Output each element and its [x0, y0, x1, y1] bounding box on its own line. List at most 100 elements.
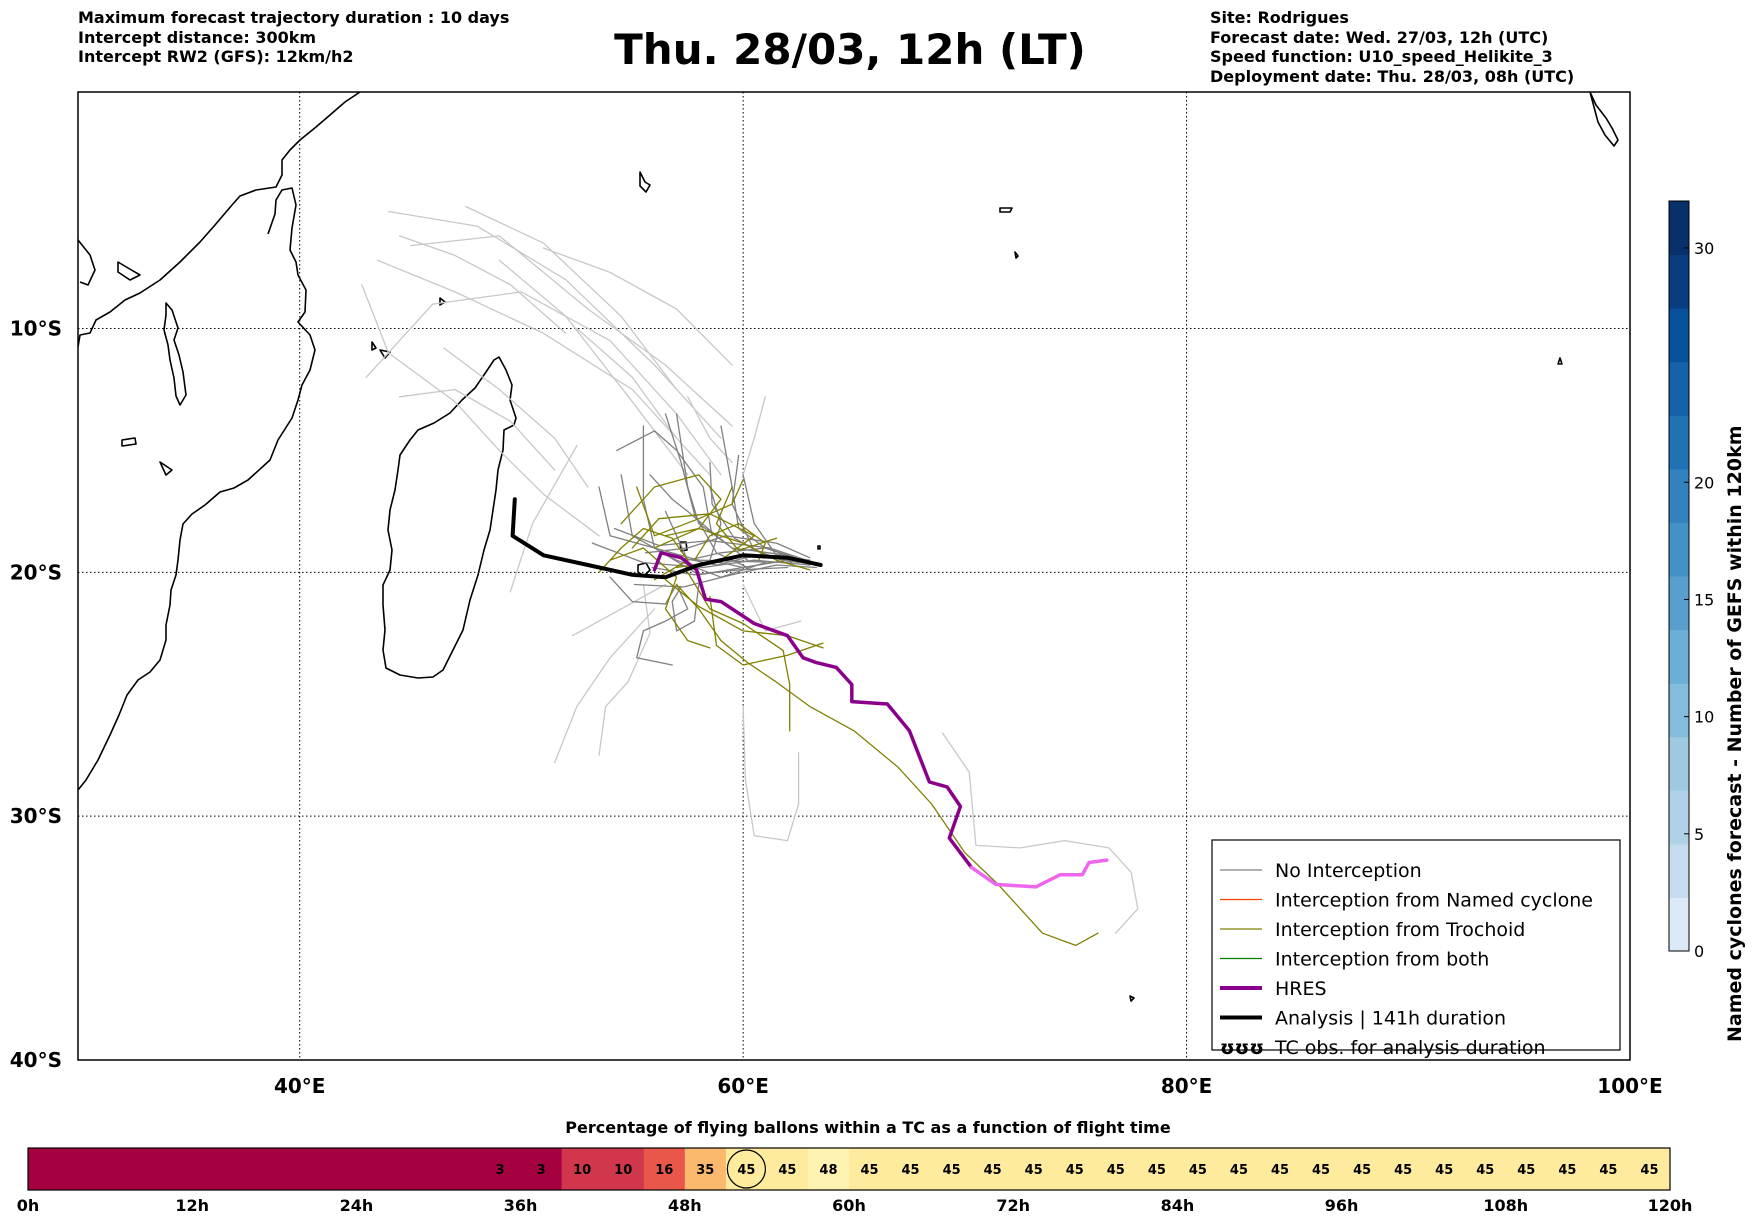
legend-label: Interception from Named cyclone	[1275, 890, 1593, 912]
flight-time-label: 60h	[832, 1196, 866, 1215]
forecast-parameters: Maximum forecast trajectory duration : 1…	[78, 8, 509, 67]
colorbar-step	[1669, 790, 1689, 845]
no-interception-track	[644, 535, 811, 559]
colorbar-step	[1669, 576, 1689, 631]
ensemble-track	[742, 583, 802, 632]
flight-bar-value: 45	[1312, 1163, 1330, 1178]
flight-bar-segment	[1013, 1148, 1055, 1190]
flight-time-label: 84h	[1161, 1196, 1195, 1215]
ensemble-track	[687, 396, 733, 464]
flight-bar-segment	[1423, 1148, 1466, 1190]
flight-bar-value: 45	[1066, 1163, 1084, 1178]
trochoid-interception-track	[715, 486, 778, 552]
trochoid-interception-track	[620, 474, 722, 537]
flight-bar-value: 45	[1476, 1163, 1494, 1178]
colorbar-step	[1669, 629, 1689, 684]
colorbar-step	[1669, 254, 1689, 309]
flight-bar-segment	[1136, 1148, 1178, 1190]
colorbar-frame	[1668, 200, 1690, 952]
speed-function-text: Speed function: U10_speed_Helikite_3	[1210, 47, 1553, 66]
no-interception-track	[671, 583, 700, 632]
ensemble-track	[554, 608, 656, 764]
deployment-date-text: Deployment date: Thu. 28/03, 08h (UTC)	[1210, 66, 1575, 86]
island-fragment	[1557, 357, 1563, 365]
tc-obs-symbol: ʊʊʊ	[1220, 1037, 1264, 1059]
rodrigues-island	[817, 545, 821, 550]
africa-coast-west	[78, 187, 316, 791]
trochoid-interception-track	[636, 479, 744, 537]
flight-bar-segment	[1218, 1148, 1260, 1190]
legend-label: TC obs. for analysis duration	[1274, 1037, 1546, 1059]
flight-bar-value: 45	[1353, 1163, 1371, 1178]
flight-bar-segment	[1054, 1148, 1096, 1190]
flight-bar-value: 45	[1148, 1163, 1166, 1178]
ensemble-track	[942, 732, 1139, 934]
flight-bar-segment	[602, 1148, 645, 1190]
flight-bar-value: 45	[1599, 1163, 1617, 1178]
trochoid-interception-track	[687, 571, 791, 732]
trochoid-interception-track	[693, 522, 766, 561]
flight-bar-value: 45	[1107, 1163, 1125, 1178]
current-time-marker	[726, 1149, 766, 1189]
flight-bar-segment	[684, 1148, 727, 1190]
lon-label: 60°E	[717, 1074, 769, 1098]
no-interception-track	[636, 583, 689, 666]
flight-bar-segment	[1095, 1148, 1137, 1190]
ensemble-track	[598, 583, 651, 756]
madagascar-coast	[382, 356, 517, 679]
flight-time-label: 120h	[1648, 1196, 1693, 1215]
no-interception-track	[651, 566, 789, 576]
africa-coast	[78, 92, 361, 348]
flight-bar-value: 10	[614, 1163, 632, 1178]
flight-bar-value: 16	[655, 1163, 673, 1178]
flight-bar-segment	[1177, 1148, 1219, 1190]
ensemble-track	[465, 205, 678, 391]
trochoid-interception-track	[598, 527, 689, 581]
trochoid-interception-track	[664, 579, 824, 649]
flight-bar-segment	[643, 1148, 686, 1190]
flight-bar-frame	[27, 1147, 1671, 1191]
legend-label: Interception from both	[1275, 949, 1489, 971]
max-duration-text: Maximum forecast trajectory duration : 1…	[78, 8, 510, 27]
flight-bar-value: 45	[860, 1163, 878, 1178]
flight-bar-value: 45	[1394, 1163, 1412, 1178]
ensemble-track	[398, 235, 567, 335]
flight-bar-segment	[479, 1148, 522, 1190]
flight-bar-value: 45	[1640, 1163, 1658, 1178]
flight-bar-value: 45	[737, 1163, 755, 1178]
flight-bar-value: 45	[1271, 1163, 1289, 1178]
lon-label: 80°E	[1161, 1074, 1213, 1098]
flight-bar-segment	[1341, 1148, 1384, 1190]
map-axis-labels: 10°S 20°S 30°S 40°S 40°E 60°E 80°E 100°E	[10, 317, 1663, 1098]
no-interception-track	[642, 425, 789, 576]
legend-label: HRES	[1275, 978, 1327, 1000]
flight-bar-segment	[561, 1148, 604, 1190]
island-fragment	[439, 297, 446, 306]
colorbar-tick-label: 5	[1694, 825, 1704, 844]
legend-label: Interception from Trochoid	[1275, 919, 1525, 941]
legend-box	[1211, 839, 1621, 1051]
lat-label: 40°S	[10, 1048, 62, 1072]
ensemble-track	[509, 444, 578, 593]
colorbar-step	[1669, 308, 1689, 363]
ensemble-track	[742, 396, 766, 476]
colorbar-step	[1669, 843, 1689, 898]
gefs-colorbar: 0 5 10 15 20 30	[1668, 200, 1714, 961]
flight-bar-value: 45	[1435, 1163, 1453, 1178]
map-grid	[78, 92, 1630, 1060]
ensemble-track	[398, 388, 556, 471]
flight-bar-value: 45	[902, 1163, 920, 1178]
flight-bar-segment	[28, 1148, 481, 1190]
flight-bar-segment	[890, 1148, 932, 1190]
no-interception-track	[649, 474, 749, 561]
island-fragment	[371, 341, 377, 351]
colorbar-tick-label: 30	[1694, 239, 1714, 258]
coast-fragment	[78, 239, 96, 286]
island-fragment	[639, 171, 651, 193]
flight-bar-segment	[1259, 1148, 1302, 1190]
legend-label: No Interception	[1275, 860, 1422, 882]
flight-bar-value: 45	[1230, 1163, 1248, 1178]
colorbar-tick-label: 20	[1694, 473, 1714, 492]
flight-bar-value: 3	[496, 1163, 505, 1178]
